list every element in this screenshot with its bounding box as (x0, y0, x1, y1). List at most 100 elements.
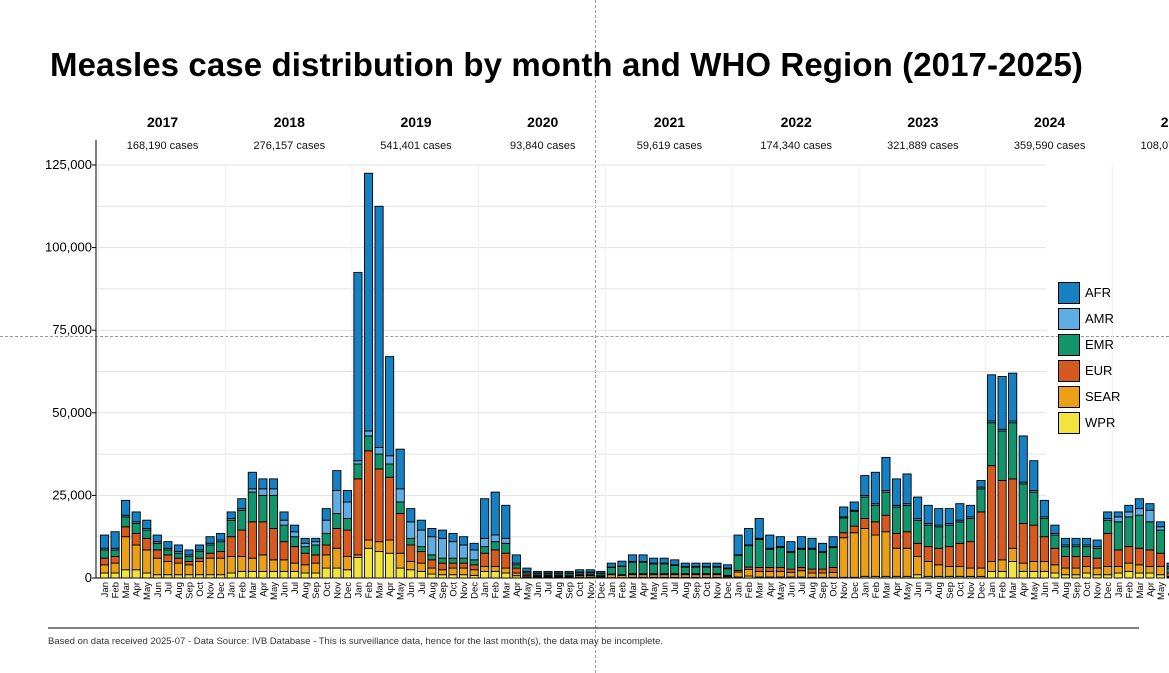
month-tick-label: May (396, 582, 407, 600)
legend-label-afr: AFR (1085, 285, 1111, 300)
legend-item-wpr[interactable]: WPR (1058, 412, 1158, 438)
bar-segment-afr (279, 511, 289, 521)
bar-segment-wpr (226, 572, 236, 579)
bar-segment-afr (490, 491, 500, 536)
legend-item-amr[interactable]: AMR (1058, 308, 1158, 334)
bar-segment-eur (1145, 549, 1155, 567)
bar-segment-afr (1166, 562, 1169, 567)
bar-segment-amr (321, 519, 331, 534)
bar-segment-sear (986, 561, 997, 572)
bar-segment-eur (110, 556, 120, 564)
bar-segment-wpr (1134, 572, 1144, 579)
bar-segment-afr (385, 356, 395, 457)
month-tick-label: Mar (121, 582, 132, 598)
bar-segment-afr (268, 478, 279, 490)
bar-segment-afr (849, 501, 859, 511)
month-tick-label: Dec (850, 582, 861, 599)
bar-segment-emr (1134, 514, 1144, 549)
bar-segment-afr (638, 554, 648, 562)
month-tick-label: Oct (829, 582, 840, 597)
month-tick-label: Sep (945, 582, 956, 599)
bar-segment-wpr (385, 552, 395, 579)
bar-segment-emr (722, 568, 733, 576)
month-tick-label: Feb (364, 582, 375, 598)
bar-segment-afr (585, 569, 595, 573)
bar-segment-sear (247, 557, 257, 572)
bar-segment-sear (1166, 575, 1169, 578)
bar-segment-wpr (1082, 572, 1092, 579)
bar-segment-amr (448, 541, 458, 559)
bar-segment-wpr (448, 574, 458, 579)
bar-segment-wpr (300, 572, 310, 579)
bar-segment-emr (606, 566, 616, 575)
month-tick-label: Nov (712, 582, 723, 599)
bar-segment-afr (828, 536, 838, 548)
bar-segment-eur (1039, 536, 1049, 562)
bar-segment-afr (902, 473, 912, 505)
legend-item-afr[interactable]: AFR (1058, 282, 1158, 308)
month-tick-label: Jul (1050, 582, 1061, 594)
bar-segment-sear (363, 539, 374, 549)
bar-segment-amr (416, 529, 426, 548)
bar-segment-wpr (490, 570, 500, 579)
bar-segment-amr (501, 537, 511, 544)
bar-segment-emr (849, 510, 859, 527)
bar-segment-afr (1039, 499, 1049, 518)
bar-segment-eur (1018, 523, 1028, 564)
legend-item-emr[interactable]: EMR (1058, 334, 1158, 360)
bar-segment-emr (955, 521, 965, 544)
bar-segment-wpr (268, 570, 279, 579)
bar-segment-sear (1092, 567, 1102, 576)
legend-item-sear[interactable]: SEAR (1058, 386, 1158, 412)
bar-segment-eur (1134, 547, 1144, 566)
month-tick-label: Feb (871, 582, 882, 598)
bar-segment-eur (754, 566, 764, 572)
bar-segment-emr (649, 563, 659, 575)
bar-segment-afr (617, 560, 627, 567)
legend-item-eur[interactable]: EUR (1058, 360, 1158, 386)
bar-segment-emr (1092, 547, 1102, 559)
bar-segment-afr (955, 503, 965, 521)
bar-segment-wpr (173, 574, 183, 579)
bar-segment-emr (744, 545, 754, 568)
bar-segment-afr (522, 567, 532, 572)
bar-segment-eur (1050, 547, 1060, 566)
bar-segment-afr (606, 562, 616, 568)
month-tick-label: Jan (734, 582, 745, 597)
bar-segment-sear (226, 556, 236, 574)
month-tick-label: Apr (892, 582, 903, 597)
y-tick-label: 100,000 (45, 240, 92, 255)
bar-segment-afr (511, 554, 521, 564)
month-tick-label: May (776, 582, 787, 600)
bar-segment-amr (279, 519, 289, 526)
bar-segment-emr (839, 517, 849, 534)
bar-segment-sear (765, 570, 775, 578)
bar-segment-emr (976, 488, 986, 513)
bar-segment-emr (437, 557, 447, 564)
bar-segment-afr (923, 504, 933, 524)
bar-segment-sear (1113, 565, 1123, 574)
bar-segment-eur (469, 564, 479, 571)
chart-title: Measles case distribution by month and W… (50, 46, 1083, 83)
legend-swatch-sear (1058, 386, 1080, 408)
bar-segment-afr (807, 537, 817, 549)
month-tick-label: Nov (586, 582, 597, 599)
month-tick-label: Mar (628, 582, 639, 598)
month-tick-label: Oct (322, 582, 333, 597)
bar-segment-amr (268, 488, 279, 496)
bar-segment-sear (955, 565, 965, 577)
bar-segment-sear (205, 557, 215, 576)
bar-segment-sear (448, 567, 458, 576)
bar-segment-emr (1008, 422, 1018, 480)
month-tick-label: Dec (723, 582, 734, 599)
year-label: 2022 (781, 114, 812, 130)
bar-segment-amr (342, 501, 352, 519)
bar-segment-sear (1050, 564, 1060, 574)
bar-segment-eur (121, 526, 131, 538)
bar-segment-wpr (311, 572, 321, 579)
bar-segment-afr (891, 478, 902, 506)
bar-segment-emr (712, 566, 722, 575)
bar-segment-wpr (194, 574, 205, 579)
bar-segment-afr (1113, 511, 1123, 518)
bar-segment-wpr (913, 574, 923, 579)
